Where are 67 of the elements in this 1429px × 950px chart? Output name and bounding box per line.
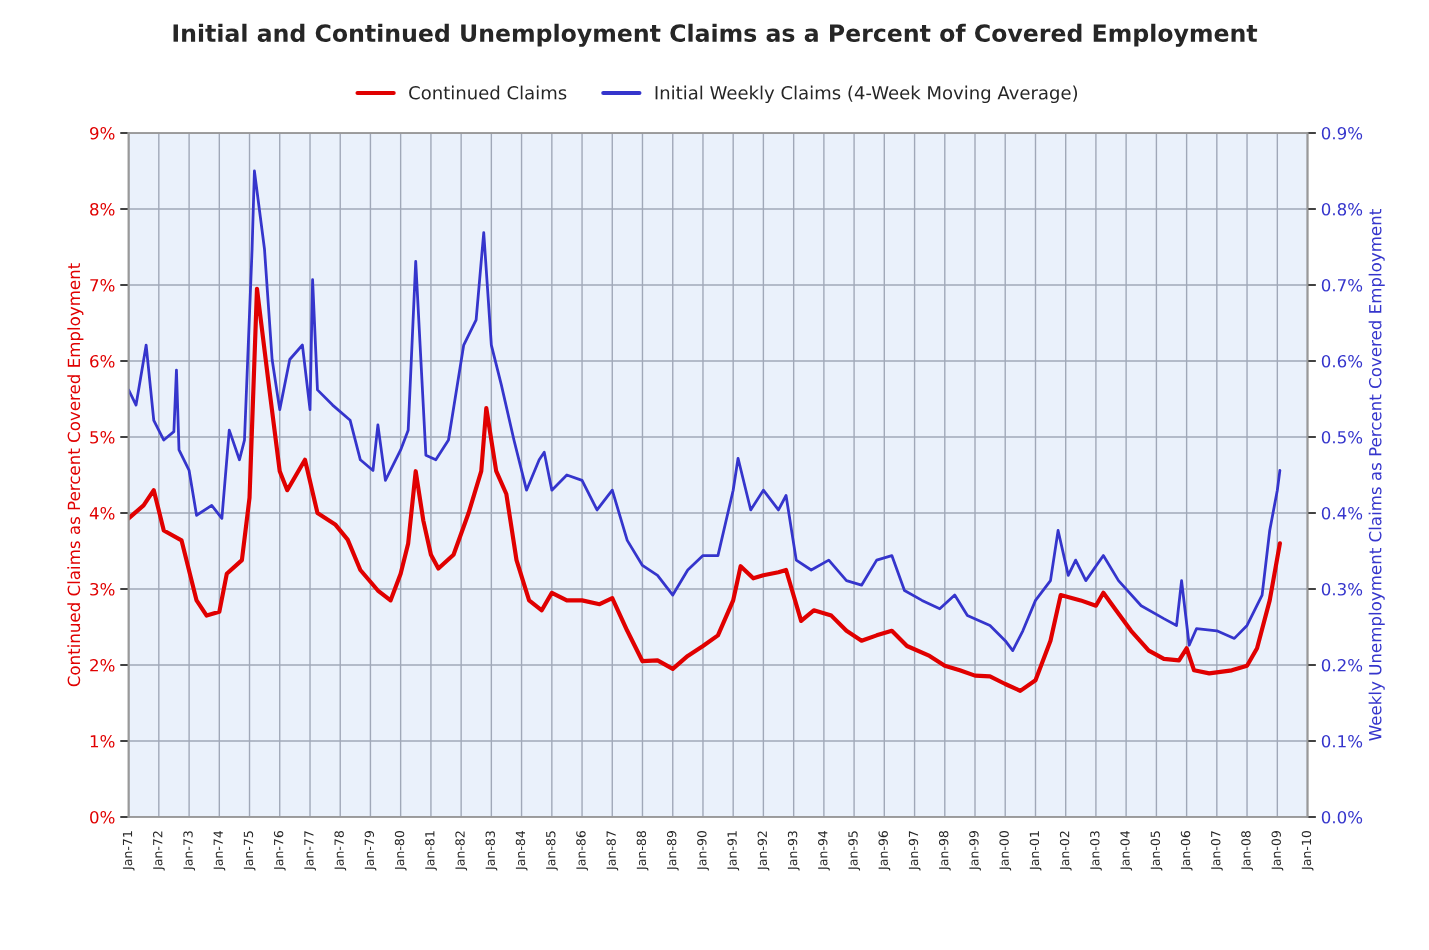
x-tick-label: Jan-85	[546, 831, 558, 871]
x-tick-label: Jan-73	[183, 831, 196, 871]
y-tick-label: 1%	[90, 734, 115, 748]
x-tick-label: Jan-96	[878, 830, 891, 871]
x-tick-label: Jan-93	[787, 831, 800, 871]
x-tick-label: Jan-80	[394, 831, 407, 871]
x-tick-label: Jan-76	[273, 830, 286, 871]
x-tick-label: Jan-74	[213, 830, 226, 871]
x-tick-label: Jan-06	[1180, 830, 1193, 871]
x-tick-label: Jan-09	[1271, 831, 1284, 871]
y2-axis-title: Weekly Unemployment Claims as Percent Covered Employment	[1368, 209, 1385, 741]
y2-tick-label: 0.8%	[1321, 202, 1363, 216]
y2-tick-label: 0.3%	[1321, 582, 1363, 596]
y2-tick-label: 0.4%	[1321, 506, 1363, 520]
y2-tick-label: 0.7%	[1321, 278, 1363, 292]
y-tick-label: 7%	[90, 278, 115, 292]
y-tick-label: 9%	[90, 126, 115, 140]
x-tick-label: Jan-77	[304, 831, 316, 871]
x-tick-label: Jan-90	[697, 831, 709, 871]
x-tick-label: Jan-00	[999, 831, 1012, 871]
x-tick-label: Jan-78	[334, 831, 347, 871]
x-tick-label: Jan-91	[727, 831, 740, 871]
x-tick-label: Jan-98	[938, 831, 951, 871]
x-tick-label: Jan-99	[969, 831, 981, 871]
line-series	[128, 169, 1282, 652]
y-tick-label: 0%	[90, 810, 115, 824]
line-series	[128, 286, 1282, 693]
x-tick-label: Jan-01	[1029, 831, 1042, 871]
y2-tick-label: 0.5%	[1321, 430, 1363, 444]
x-tick-label: Jan-03	[1090, 831, 1102, 871]
x-tick-label: Jan-83	[485, 831, 498, 871]
x-tick-label: Jan-92	[757, 831, 770, 871]
x-tick-label: Jan-89	[666, 831, 679, 871]
y-axis-title: Continued Claims as Percent Covered Employment	[67, 263, 84, 687]
x-tick-label: Jan-10	[1301, 831, 1314, 871]
y-tick-label: 3%	[90, 582, 115, 596]
x-tick-label: Jan-08	[1241, 831, 1253, 871]
y2-tick-label: 0.9%	[1321, 126, 1363, 140]
y2-tick-label: 0.1%	[1321, 734, 1363, 748]
legend-label: Continued Claims	[409, 85, 567, 100]
legend-label: Initial Weekly Claims (4-Week Moving Average)	[655, 85, 1078, 104]
x-tick-label: Jan-84	[515, 830, 528, 871]
x-tick-label: Jan-87	[606, 831, 619, 871]
y2-tick-label: 0.2%	[1321, 658, 1363, 672]
x-tick-label: Jan-05	[1150, 831, 1163, 871]
x-tick-label: Jan-04	[1120, 830, 1133, 871]
x-tick-label: Jan-97	[908, 831, 921, 871]
x-tick-label: Jan-71	[122, 831, 135, 871]
x-tick-label: Jan-86	[576, 830, 589, 871]
y-tick-label: 5%	[90, 430, 115, 444]
x-tick-label: Jan-81	[425, 831, 437, 871]
x-tick-label: Jan-88	[636, 831, 649, 871]
x-tick-label: Jan-82	[455, 831, 468, 871]
y-tick-label: 2%	[90, 658, 115, 672]
x-tick-label: Jan-72	[152, 831, 165, 871]
x-tick-label: Jan-02	[1059, 831, 1072, 871]
y-tick-label: 4%	[89, 506, 115, 520]
y-tick-label: 8%	[90, 202, 115, 216]
x-tick-label: Jan-94	[818, 830, 830, 871]
y-tick-label: 6%	[90, 354, 115, 368]
chart-title: Initial and Continued Unemployment Claims as a Percent of Covered Employment	[173, 23, 1258, 47]
x-tick-label: Jan-79	[364, 831, 377, 871]
x-tick-label: Jan-75	[243, 831, 256, 871]
x-tick-label: Jan-95	[848, 831, 861, 871]
y2-tick-label: 0.0%	[1321, 810, 1363, 824]
y2-tick-label: 0.6%	[1321, 354, 1363, 368]
x-tick-label: Jan-07	[1211, 831, 1223, 871]
